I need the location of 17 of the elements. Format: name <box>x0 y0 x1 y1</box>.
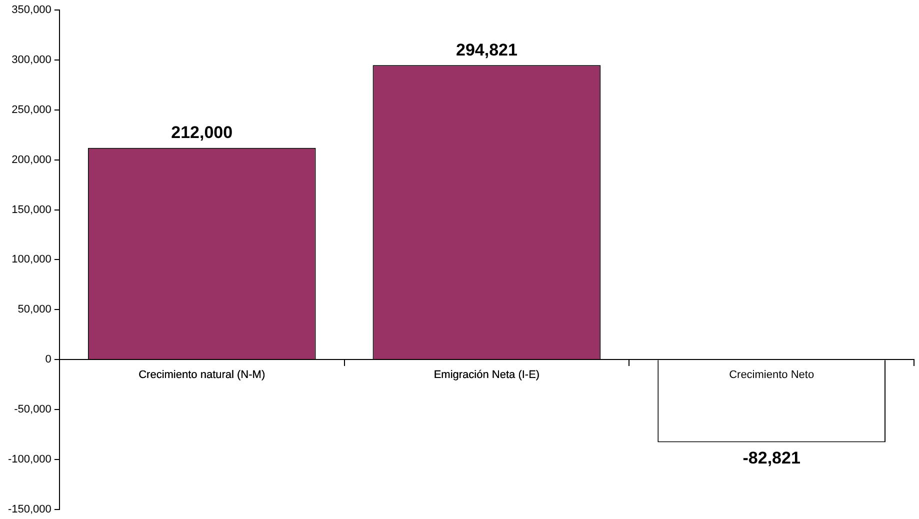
y-tick-label: -150,000 <box>8 503 52 516</box>
y-tick-label: 0 <box>45 354 52 366</box>
data-label: -82,821 <box>742 448 800 468</box>
x-tick-label: Crecimiento natural (N-M) <box>138 369 266 382</box>
x-tick-label: Emigración Neta (I-E) <box>434 369 540 382</box>
y-tick-label: 200,000 <box>12 154 52 166</box>
y-tick-label: -50,000 <box>14 404 52 416</box>
y-tick-label: 300,000 <box>12 54 52 66</box>
y-tick-label: 350,000 <box>12 4 52 16</box>
y-tick-label: -100,000 <box>8 453 52 466</box>
y-tick-label: 100,000 <box>12 254 52 266</box>
y-tick-label: 250,000 <box>12 104 52 116</box>
data-label: 212,000 <box>171 123 233 142</box>
x-tick-label: Crecimiento Neto <box>729 369 814 382</box>
y-tick-label: 50,000 <box>18 304 52 316</box>
data-label: 294,821 <box>456 40 518 60</box>
y-tick-label: 150,000 <box>12 204 52 216</box>
